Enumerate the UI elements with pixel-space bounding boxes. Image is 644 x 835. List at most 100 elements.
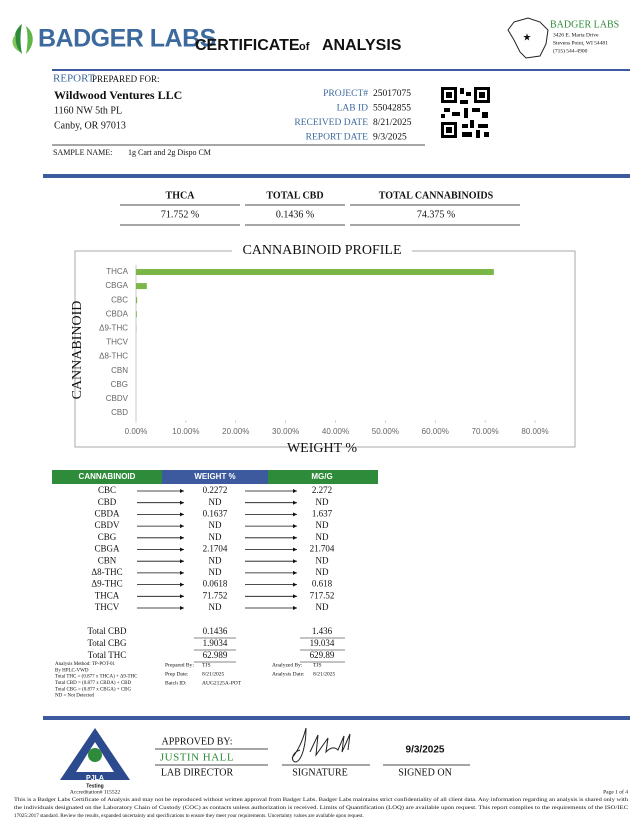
client-address: Canby, OR 97013 <box>54 120 126 131</box>
document-title: CERTIFICATE <box>195 37 300 54</box>
cannabinoid-name: THCV <box>95 602 120 612</box>
analysis-label: Analysis Date: <box>272 671 305 677</box>
result-value: 0.0618 <box>203 579 228 589</box>
result-value: ND <box>209 567 222 577</box>
result-value: 1.637 <box>312 508 333 518</box>
total-name: Total CBG <box>87 638 127 648</box>
y-tick-label: Δ9-THC <box>99 324 128 333</box>
signed-date: 9/3/2025 <box>406 745 445 756</box>
analysis-value: TJS <box>313 662 322 668</box>
x-tick-label: 30.00% <box>272 427 299 436</box>
y-tick-label: CBN <box>111 366 128 375</box>
x-tick-label: 0.00% <box>125 427 148 436</box>
chart-frame <box>74 250 576 448</box>
cannabinoid-name: CBDV <box>94 520 120 530</box>
disclaimer: the individuals designated on the Labora… <box>14 804 629 811</box>
cannabinoid-name: Δ9-THC <box>91 579 122 589</box>
signature-label: SIGNATURE <box>292 767 348 778</box>
brand-logo <box>12 24 33 54</box>
field-value: 55042855 <box>373 104 411 114</box>
cannabinoid-name: CBC <box>98 485 116 495</box>
prep-label: Batch ID: <box>165 680 187 686</box>
chart-title: CANNABINOID PROFILE <box>242 243 401 258</box>
method-note: Total THC = (0.877 x THCA) + Δ9-THC <box>55 675 138 680</box>
result-value: ND <box>209 555 222 565</box>
result-value: ND <box>316 520 329 530</box>
y-axis-label: CANNABINOID <box>70 301 85 400</box>
table-header: WEIGHT % <box>194 472 235 481</box>
disclaimer: 17025:2017 standard. Review the results,… <box>14 812 364 819</box>
prep-label: Prep Date: <box>165 671 189 677</box>
summary-value: 0.1436 % <box>276 209 314 220</box>
signature <box>291 727 351 763</box>
y-tick-label: CBDV <box>106 394 129 403</box>
total-value: 1.436 <box>312 626 333 636</box>
method-note: Total CBG = (0.877 x CBGA) + CBG <box>55 687 132 692</box>
pjla-name: PJLA <box>86 775 104 782</box>
cannabinoid-name: CBD <box>98 497 117 507</box>
total-value: 1.9034 <box>203 638 228 648</box>
client-name: Wildwood Ventures LLC <box>54 88 182 102</box>
prep-value: 8/21/2025 <box>202 671 225 677</box>
result-value: ND <box>316 497 329 507</box>
result-value: 717.52 <box>310 590 335 600</box>
total-value: 19.034 <box>310 638 335 648</box>
map-star: ★ <box>523 32 532 43</box>
field-label: LAB ID <box>337 104 369 114</box>
lab-address: 3426 E. Maria Drive <box>553 32 599 38</box>
result-value: ND <box>316 567 329 577</box>
bar <box>136 269 494 275</box>
field-label: RECEIVED DATE <box>294 118 368 128</box>
result-value: 0.618 <box>312 579 333 589</box>
pjla-sub: Testing <box>86 783 103 789</box>
x-tick-label: 50.00% <box>372 427 399 436</box>
field-value: 8/21/2025 <box>373 118 412 128</box>
table-header-bg <box>162 470 268 484</box>
accreditation: Accreditation# 115522 <box>70 789 121 795</box>
summary-value: 74.375 % <box>417 209 455 220</box>
document-title: of <box>299 41 310 53</box>
approver-role: LAB DIRECTOR <box>161 767 234 778</box>
lab-phone: (715) 544-4900 <box>553 47 588 54</box>
bar <box>136 311 137 318</box>
state-map <box>507 17 549 59</box>
method-note: Total CBD = (0.877 x CBDA) + CBD <box>55 681 132 686</box>
analysis-label: Analyzed By: <box>272 662 303 668</box>
result-value: ND <box>209 532 222 542</box>
qr-code <box>441 87 490 138</box>
y-tick-label: CBDA <box>106 309 129 318</box>
field-label: REPORT DATE <box>306 133 369 143</box>
summary-header: THCA <box>166 190 196 201</box>
result-value: ND <box>316 532 329 542</box>
analysis-value: 8/21/2025 <box>313 671 336 677</box>
total-value: 629.89 <box>310 650 335 660</box>
table-header: MG/G <box>311 472 332 481</box>
y-tick-label: CBG <box>111 380 128 389</box>
total-name: Total CBD <box>87 626 127 636</box>
result-value: 71.752 <box>203 590 228 600</box>
result-value: 21.704 <box>310 544 335 554</box>
prep-label: Prepared By: <box>165 662 194 668</box>
lab-address: Stevens Point, WI 54481 <box>553 40 608 46</box>
x-tick-label: 70.00% <box>472 427 499 436</box>
cannabinoid-name: THCA <box>95 590 120 600</box>
x-tick-label: 10.00% <box>172 427 199 436</box>
y-tick-label: THCV <box>106 338 128 347</box>
bar <box>136 283 147 290</box>
result-value: ND <box>316 602 329 612</box>
result-value: ND <box>316 555 329 565</box>
disclaimer: This is a Badger Labs Certificate of Ana… <box>14 796 628 803</box>
method-note: ND = Not Detected <box>55 694 95 699</box>
report-label: REPORT <box>53 73 95 85</box>
lab-name: BADGER LABS <box>550 19 619 30</box>
x-tick-label: 60.00% <box>422 427 449 436</box>
approved-by-label: APPROVED BY: <box>161 736 232 747</box>
field-value: 25017075 <box>373 89 411 99</box>
summary-header: TOTAL CANNABINOIDS <box>379 190 494 201</box>
sample-value: 1g Cart and 2g Dispo CM <box>128 148 211 157</box>
signed-on-label: SIGNED ON <box>398 767 452 778</box>
summary-header: TOTAL CBD <box>266 190 323 201</box>
result-value: 0.2272 <box>203 485 228 495</box>
field-value: 9/3/2025 <box>373 133 407 143</box>
